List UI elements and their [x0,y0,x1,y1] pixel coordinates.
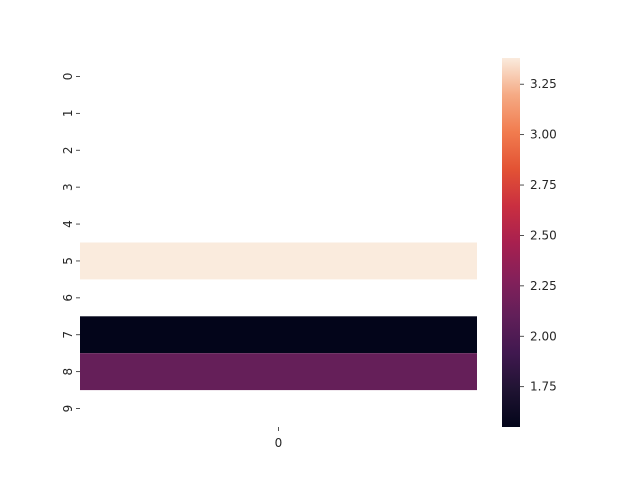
y-axis: 0 1 2 3 4 5 6 7 8 9 [61,73,80,413]
y-tick-label: 8 [61,368,75,376]
y-tick-label: 1 [61,110,75,118]
y-tick-label: 4 [61,220,75,228]
colorbar-tick-label: 2.50 [530,228,557,242]
colorbar-tick-label: 2.75 [530,178,557,192]
colorbar-gradient [502,58,520,427]
heatmap-cell-row-8 [80,353,477,391]
x-axis: 0 [275,427,283,450]
y-tick-label: 7 [61,331,75,339]
colorbar-tick-label: 2.00 [530,329,557,343]
heatmap-cell-row-5 [80,242,477,280]
colorbar-axis: 1.75 2.00 2.25 2.50 2.75 3.00 3.25 [520,77,557,394]
y-tick-label: 5 [61,257,75,265]
colorbar [502,58,520,427]
colorbar-tick-label: 1.75 [530,380,557,394]
y-tick-label: 9 [61,405,75,413]
heatmap-cells [80,242,477,391]
y-tick-label: 0 [61,73,75,81]
heatmap-cell-row-7 [80,316,477,354]
y-tick-label: 6 [61,294,75,302]
y-tick-label: 3 [61,183,75,191]
colorbar-tick-label: 3.00 [530,128,557,142]
x-tick-label: 0 [275,436,283,450]
colorbar-tick-label: 3.25 [530,77,557,91]
y-tick-label: 2 [61,146,75,154]
colorbar-tick-label: 2.25 [530,279,557,293]
